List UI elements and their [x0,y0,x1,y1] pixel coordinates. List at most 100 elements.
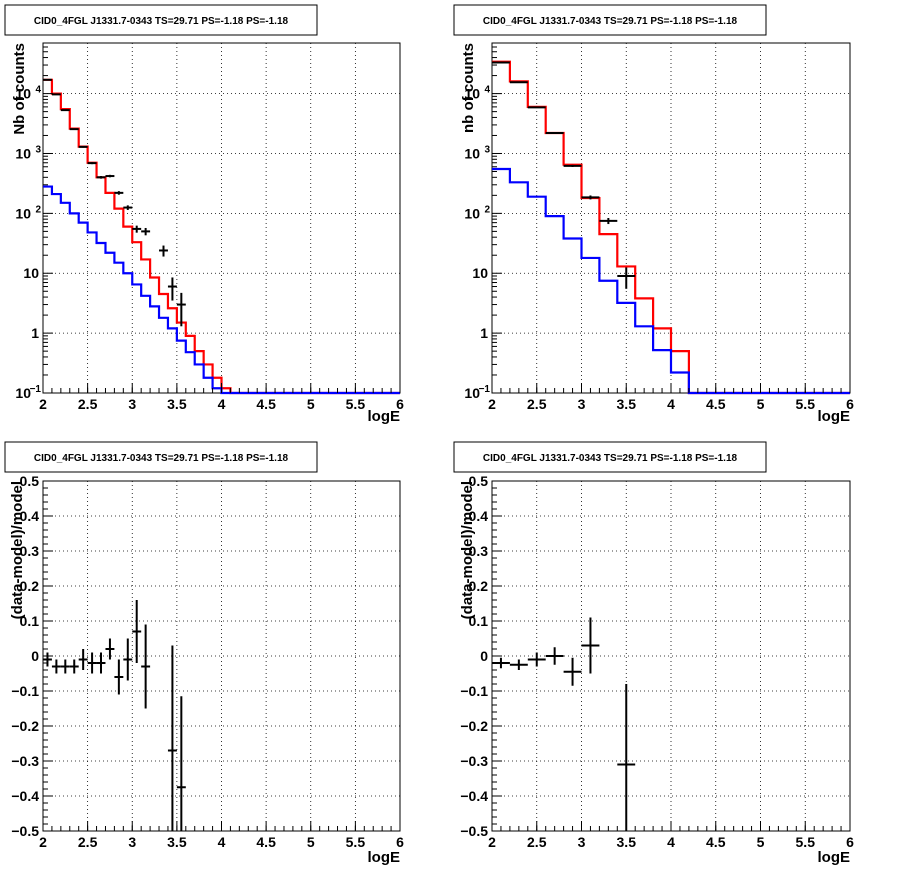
y-tick-exponent: 3 [484,144,490,155]
x-tick-label: 4.5 [256,834,276,850]
y-tick-label: −0.1 [460,683,488,699]
y-axis-title: nb of counts [460,43,477,133]
chart-title: CID0_4FGL J1331.7-0343 TS=29.71 PS=-1.18… [34,16,289,27]
x-tick-label: 6 [396,834,404,850]
x-tick-label: 2.5 [527,834,547,850]
data-point [563,657,582,686]
data-point [176,696,186,831]
points-layer [43,600,186,831]
chart-title: CID0_4FGL J1331.7-0343 TS=29.71 PS=-1.18… [483,453,738,464]
data-point [581,617,600,674]
y-tick-label: 10 [23,265,39,281]
x-tick-label: 3.5 [617,396,637,412]
data-point [509,659,528,670]
x-tick-label: 4 [667,396,675,412]
y-tick-label: 10 [15,385,31,401]
series-layer [43,78,400,395]
y-tick-exponent: 4 [35,85,41,96]
data-point [599,217,618,225]
x-tick-label: 3.5 [167,834,187,850]
data-point [78,649,88,670]
x-tick-label: 2.5 [527,396,547,412]
y-tick-label: 0.4 [20,508,40,524]
data-point [545,647,564,665]
axis-ticks [42,46,401,394]
data-point [159,245,168,257]
y-tick-label: 0.5 [469,473,489,489]
histogram-line [43,78,400,395]
x-tick-label: 5.5 [346,396,366,412]
data-point [527,106,546,109]
data-point [43,652,52,667]
x-axis-title: logE [818,408,851,425]
panel-bottom-left: 2 2.5 3 3.5 4 4.5 5 5.5 6 −0.5 −0.4 −0.3 −0.2 −0.1 0 0.… [4,441,404,866]
y-tick-label: 1 [31,325,39,341]
data-point [114,659,124,695]
tick-labels: 2 2.5 3 3.5 4 4.5 5 5.5 6 −0.5 −0.4 −0.3 −0.2 −0.1 0 0.… [460,473,854,850]
title-box [4,441,318,473]
x-tick-label: 5.5 [346,834,366,850]
y-axis-title: Nb of counts [11,43,28,135]
x-axis-title: logE [368,408,401,425]
y-tick-exponent: 3 [35,144,41,155]
y-tick-label: −0.2 [11,718,39,734]
x-tick-label: 5 [757,396,765,412]
histogram-line [43,185,400,395]
x-tick-label: 4.5 [256,396,276,412]
data-point [167,277,177,301]
y-tick-label: 0.5 [20,473,40,489]
data-point [51,659,61,674]
panel-bottom-right: 2 2.5 3 3.5 4 4.5 5 5.5 6 −0.5 −0.4 −0.3 −0.2 −0.1 0 0.… [453,441,854,866]
x-tick-label: 3.5 [617,834,637,850]
x-tick-label: 4 [218,834,226,850]
data-point [141,227,151,236]
y-tick-label: 0.3 [20,543,40,559]
y-tick-exponent: −1 [479,384,491,395]
y-tick-label: 0.1 [20,613,40,629]
y-axis-title: (data-model)/model [9,481,26,619]
chart-title: CID0_4FGL J1331.7-0343 TS=29.71 PS=-1.18… [34,453,289,464]
y-tick-label: 10 [464,205,480,221]
x-tick-label: 4.5 [706,396,726,412]
x-tick-label: 3 [578,396,586,412]
data-point [617,684,636,831]
x-tick-label: 3 [128,396,136,412]
data-point [123,205,133,210]
y-tick-label: 10 [15,145,31,161]
y-tick-exponent: −1 [30,384,42,395]
data-point [176,292,186,327]
y-tick-exponent: 4 [484,85,490,96]
x-tick-label: 2.5 [78,396,98,412]
y-tick-exponent: 2 [484,204,490,215]
x-tick-label: 6 [396,396,404,412]
data-point [141,624,151,709]
x-tick-label: 6 [846,396,854,412]
data-point [87,162,97,165]
data-point [527,652,546,667]
points-layer [43,78,186,327]
axis-ticks [491,480,851,832]
y-tick-label: 0.2 [469,578,489,594]
points-layer [492,617,636,831]
data-point [105,638,115,660]
x-tick-label: 5 [307,396,315,412]
data-point [87,652,97,674]
y-tick-label: 10 [464,145,480,161]
y-tick-label: −0.3 [460,753,488,769]
y-tick-label: 10 [15,86,31,102]
y-tick-label: −0.4 [460,788,488,804]
data-point [545,131,564,134]
x-tick-label: 6 [846,834,854,850]
y-tick-label: −0.5 [460,823,488,839]
y-tick-exponent: 2 [35,204,41,215]
x-tick-label: 2 [39,396,47,412]
x-axis-title: logE [818,849,851,866]
y-tick-label: 0 [480,648,488,664]
grid [43,43,400,393]
y-tick-label: 10 [464,86,480,102]
title-box [4,4,318,36]
